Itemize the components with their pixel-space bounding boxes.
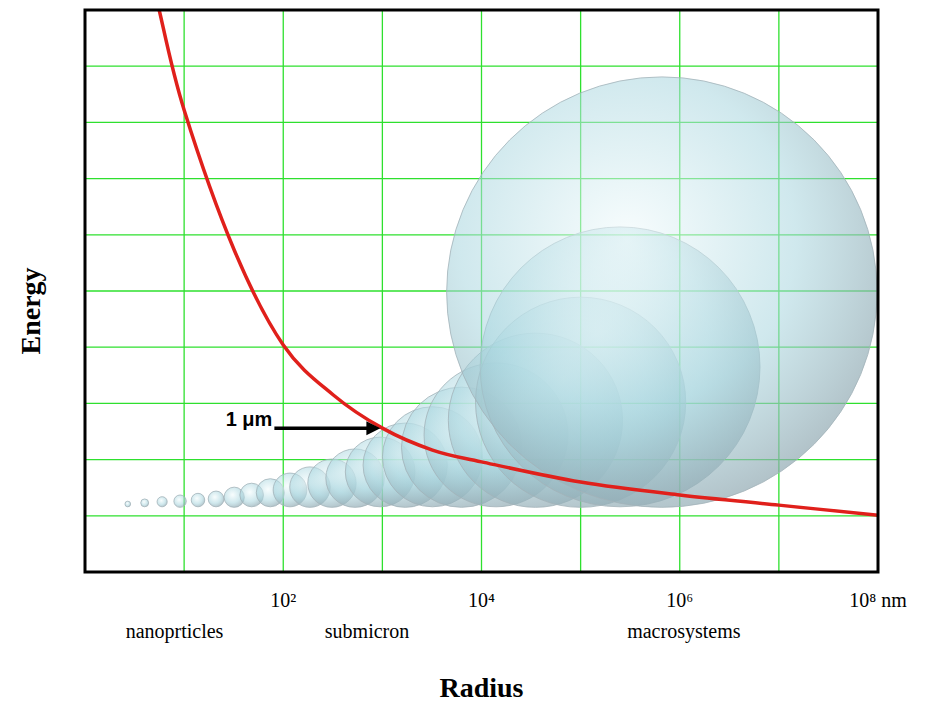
region-label: macrosystems (627, 620, 741, 643)
y-axis-title: Energy (15, 267, 46, 354)
x-tick-label: 10² (270, 589, 296, 611)
sphere (125, 501, 131, 507)
plot-area (85, 10, 878, 572)
annotation-label: 1 μm (226, 408, 273, 430)
plot-frame (85, 10, 878, 572)
annotation-arrow (274, 426, 370, 430)
chart: 10² 10⁴ 10⁶ 10⁸ nm nanoprticles submicron macr… (0, 0, 942, 715)
region-label: submicron (325, 620, 409, 642)
grid (85, 10, 878, 572)
x-tick-label: 10⁶ (666, 589, 693, 611)
sphere (174, 495, 186, 507)
data-layer (125, 10, 878, 515)
minor-grid-line (183, 10, 184, 572)
sphere (447, 77, 877, 507)
energy-curve (159, 10, 878, 515)
region-label: nanoprticles (126, 620, 224, 643)
x-tick-label: 10⁴ (468, 589, 495, 611)
sphere (141, 499, 149, 507)
spheres (125, 77, 877, 507)
annotation-arrowhead (366, 421, 380, 435)
annotation: 1 μm (226, 408, 381, 435)
sphere (208, 491, 224, 507)
x-tick-label: 10⁸ nm (849, 589, 907, 611)
sphere (191, 493, 204, 506)
sphere (157, 497, 167, 507)
x-axis-title: Radius (439, 672, 523, 703)
